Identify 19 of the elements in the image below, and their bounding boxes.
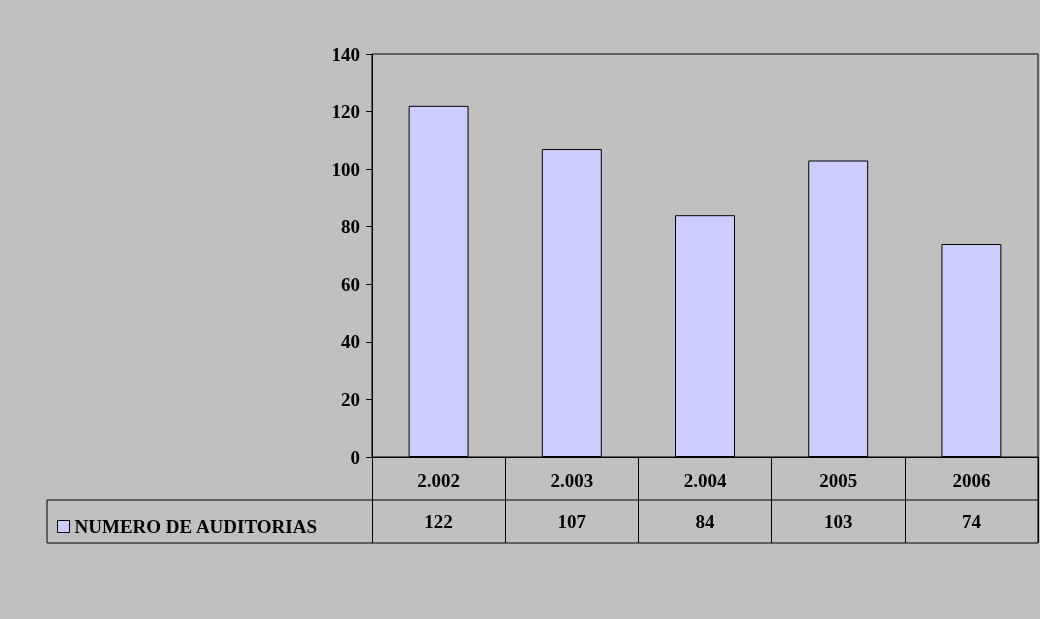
y-tick-label: 60 [341, 273, 360, 295]
x-tick-label: 2.004 [683, 470, 727, 491]
x-tick-label: 2.003 [550, 470, 594, 491]
y-tick-label: 100 [331, 158, 360, 180]
x-tick-label: 2.002 [417, 470, 460, 491]
y-tick-label: 140 [331, 43, 360, 65]
data-label: 122 [424, 511, 453, 532]
y-tick-label: 120 [331, 101, 360, 123]
y-tick-label: 0 [350, 446, 360, 468]
data-label: 74 [961, 511, 982, 532]
data-label: 107 [557, 511, 587, 532]
legend-label: NUMERO DE AUDITORIAS [74, 516, 317, 537]
x-tick-label: 2006 [952, 470, 991, 491]
y-tick-label: 40 [341, 331, 360, 353]
x-tick-label: 2005 [819, 470, 858, 491]
y-tick-label: 80 [341, 216, 360, 238]
data-label: 84 [695, 511, 715, 532]
data-label: 103 [823, 511, 853, 532]
y-tick-label: 20 [341, 388, 360, 410]
